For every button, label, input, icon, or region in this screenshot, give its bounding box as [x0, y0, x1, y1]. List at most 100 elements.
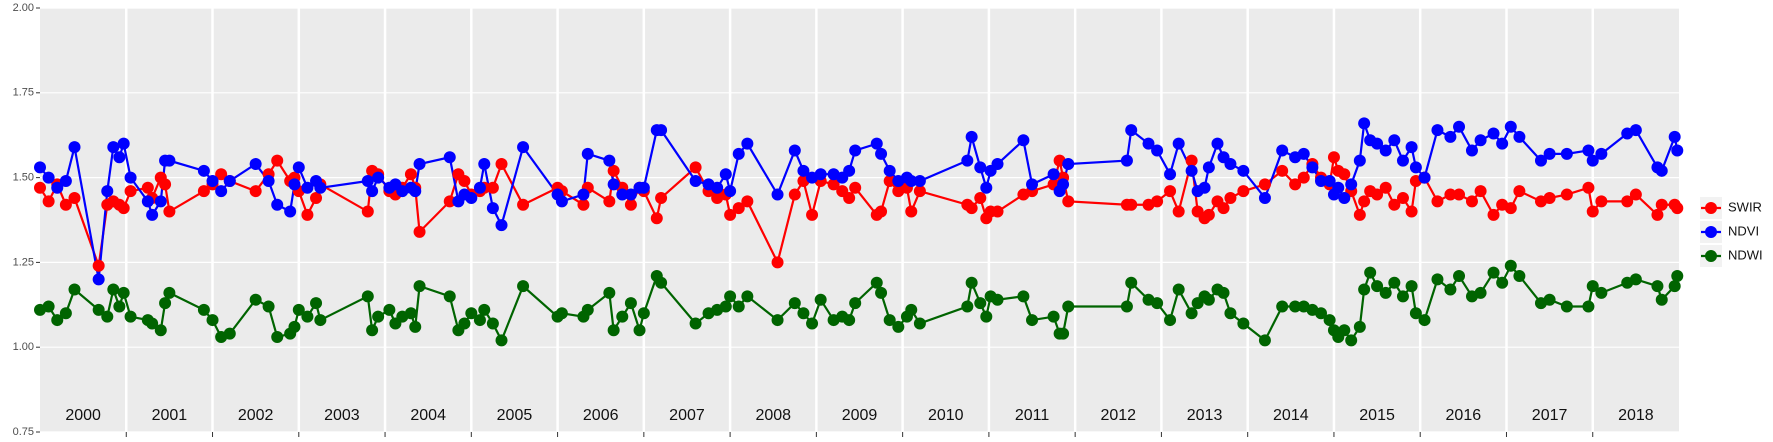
point	[1164, 168, 1177, 181]
point	[495, 219, 508, 232]
point	[655, 276, 668, 289]
point	[1185, 307, 1198, 320]
point	[59, 198, 72, 211]
point	[603, 286, 616, 299]
point	[1496, 276, 1509, 289]
point	[689, 161, 702, 174]
point	[262, 174, 275, 187]
point	[413, 280, 426, 293]
point	[1047, 310, 1060, 323]
point	[1474, 134, 1487, 147]
point	[1224, 158, 1237, 171]
point	[624, 297, 637, 310]
point	[1057, 327, 1070, 340]
legend-label: SWIR	[1728, 199, 1762, 214]
point	[1668, 130, 1681, 143]
point	[249, 158, 262, 171]
y-tick-label: 1.25	[13, 256, 34, 268]
point	[154, 195, 167, 208]
legend-label: NDVI	[1728, 223, 1759, 238]
point	[1364, 266, 1377, 279]
point	[101, 185, 114, 198]
point	[215, 168, 228, 181]
point	[1651, 280, 1664, 293]
point	[1582, 144, 1595, 157]
point	[577, 198, 590, 211]
point	[913, 185, 926, 198]
point	[146, 317, 159, 330]
point	[314, 181, 327, 194]
y-tick-label: 1.50	[13, 172, 34, 184]
year-label: 2008	[755, 407, 791, 424]
point	[655, 124, 668, 137]
point	[724, 208, 737, 221]
point	[197, 164, 210, 177]
point	[741, 137, 754, 150]
point	[1543, 293, 1556, 306]
point	[1198, 181, 1211, 194]
point	[883, 164, 896, 177]
point	[1276, 144, 1289, 157]
point	[1258, 191, 1271, 204]
point	[1202, 208, 1215, 221]
point	[113, 151, 126, 164]
point	[991, 293, 1004, 306]
point	[883, 174, 896, 187]
point	[843, 191, 856, 204]
point	[1534, 154, 1547, 167]
point	[883, 314, 896, 327]
point	[980, 181, 993, 194]
year-label: 2012	[1100, 407, 1136, 424]
point	[1396, 191, 1409, 204]
point	[1125, 198, 1138, 211]
point	[1202, 293, 1215, 306]
point	[741, 195, 754, 208]
point	[124, 171, 137, 184]
point	[1396, 154, 1409, 167]
point	[1444, 130, 1457, 143]
point	[724, 290, 737, 303]
point	[1202, 161, 1215, 174]
point	[1125, 276, 1138, 289]
point	[1185, 154, 1198, 167]
point	[478, 303, 491, 316]
point	[1496, 137, 1509, 150]
point	[771, 188, 784, 201]
point	[1595, 147, 1608, 160]
point	[1353, 208, 1366, 221]
point	[771, 314, 784, 327]
point	[1062, 158, 1075, 171]
point	[301, 181, 314, 194]
point	[107, 141, 120, 154]
point	[443, 290, 456, 303]
point	[1655, 293, 1668, 306]
point	[314, 314, 327, 327]
point	[974, 297, 987, 310]
point	[905, 174, 918, 187]
point	[1358, 283, 1371, 296]
point	[1621, 195, 1634, 208]
point	[92, 273, 105, 286]
point	[124, 185, 137, 198]
point	[974, 191, 987, 204]
point	[59, 307, 72, 320]
point	[1504, 120, 1517, 133]
point	[607, 164, 620, 177]
point	[163, 154, 176, 167]
point	[581, 147, 594, 160]
point	[875, 205, 888, 218]
point	[1120, 300, 1133, 313]
point	[1453, 188, 1466, 201]
point	[1431, 124, 1444, 137]
year-label: 2003	[324, 407, 360, 424]
point	[581, 303, 594, 316]
point	[797, 307, 810, 320]
point	[42, 195, 55, 208]
point	[1062, 195, 1075, 208]
point	[1047, 168, 1060, 181]
point	[197, 185, 210, 198]
point	[517, 280, 530, 293]
y-tick-label: 0.75	[13, 426, 34, 438]
point	[1338, 168, 1351, 181]
point	[495, 334, 508, 347]
